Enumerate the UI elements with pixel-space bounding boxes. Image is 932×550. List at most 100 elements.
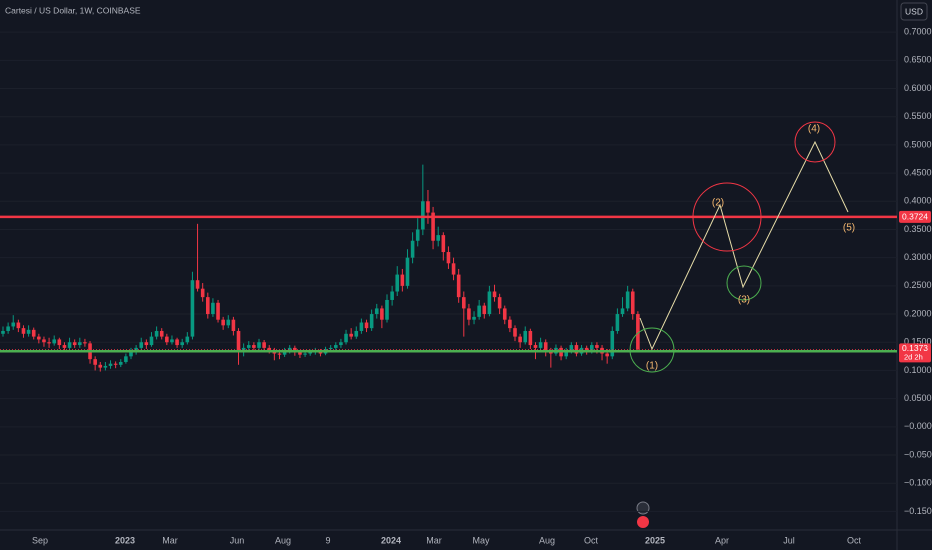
candle-body [400,274,405,286]
y-tick-label: 0.1500 [904,337,932,347]
currency-button[interactable] [900,2,928,21]
candle-body [21,328,26,334]
candle-body [37,336,41,340]
candle-body [118,361,123,365]
candle-body [139,342,144,348]
dividend-icon[interactable] [637,516,649,528]
candle-body [462,297,466,309]
candle-body [339,342,343,346]
wave-label: (5) [843,223,855,234]
x-tick-label: Aug [275,535,291,545]
y-tick-label: 0.3000 [904,252,932,262]
y-tick-label: 0.3500 [904,224,932,234]
price-tag [899,210,931,223]
candle-body [93,359,97,365]
candle-body [421,201,425,230]
candle-body [108,363,113,366]
candle-body [595,345,599,348]
candle-body [364,322,369,329]
x-tick-label: May [472,535,490,545]
candle-body [431,212,435,241]
candle-body [436,235,440,241]
candle-body [467,308,471,320]
y-tick-label: 0.6000 [904,83,932,93]
candle-body [328,347,333,350]
candle-body [508,319,512,329]
event-icon[interactable] [636,501,650,515]
candle-body [134,347,138,351]
candle-body [6,326,10,331]
candle-body [538,342,543,348]
candle-body [590,345,594,351]
candle-body [252,345,256,348]
candle-body [487,291,492,315]
candle-body [380,308,384,320]
wave-circle [629,327,675,373]
candle-body [441,235,446,253]
candle-body [543,342,548,351]
candle-body [262,342,266,348]
wave-circle [692,182,762,252]
candle-body [405,257,410,286]
countdown-label: 2d 2h [904,352,923,361]
candle-body [206,297,210,315]
candle-body [195,280,200,289]
candle-body [492,291,497,298]
x-tick-label: Aug [539,535,555,545]
candle-body [344,333,348,343]
symbol-title: Cartesi / US Dollar, 1W, COINBASE [5,5,141,15]
candle-body [415,229,420,241]
candle-body [231,319,236,331]
candle-body [257,342,261,348]
x-tick-label: 2024 [381,535,401,545]
candle-body [502,308,507,320]
candle-body [211,302,215,315]
wave-label: (4) [808,124,820,135]
candle-body [620,308,625,315]
candle-body [334,345,338,348]
candle-body [236,330,241,351]
candle-body [31,329,36,337]
x-tick-label: Mar [162,535,178,545]
candle-body [175,339,179,346]
candle-body [180,342,184,346]
x-tick-label: Jul [783,535,795,545]
x-tick-label: 9 [325,535,330,545]
last-price-label: 0.1373 [902,343,928,353]
candle-body [42,339,46,343]
candle-body [113,363,118,365]
currency-label[interactable]: USD [905,6,923,16]
x-tick-label: 2023 [115,535,135,545]
y-tick-label: −0.1000 [904,478,932,488]
candle-body [57,339,62,346]
candle-body [170,339,174,343]
wave-label: (3) [738,295,750,306]
x-tick-label: Oct [584,535,599,545]
candle-body [277,353,282,355]
y-tick-label: 0.6500 [904,55,932,65]
x-tick-label: Jun [230,535,245,545]
candle-body [359,322,364,331]
price-tag [899,343,931,363]
candle-body [523,330,528,343]
candle-body [67,342,72,348]
price-tag-label: 0.3724 [902,212,928,222]
candle-body [1,330,5,334]
candle-body [103,365,108,368]
candle-body [349,333,353,337]
wave-projection [639,140,849,351]
candle-body [385,299,389,320]
candle-body [78,342,82,346]
candle-body [482,305,487,315]
y-tick-label: 0.4500 [904,167,932,177]
candle-body [426,201,430,213]
y-tick-label: 0.0500 [904,393,932,403]
y-tick-label: 0.4000 [904,196,932,206]
candle-body [410,240,415,258]
candle-body [216,302,220,320]
candle-body [185,336,190,343]
y-tick-label: 0.1000 [904,365,932,375]
y-tick-label: 0.5500 [904,111,932,121]
